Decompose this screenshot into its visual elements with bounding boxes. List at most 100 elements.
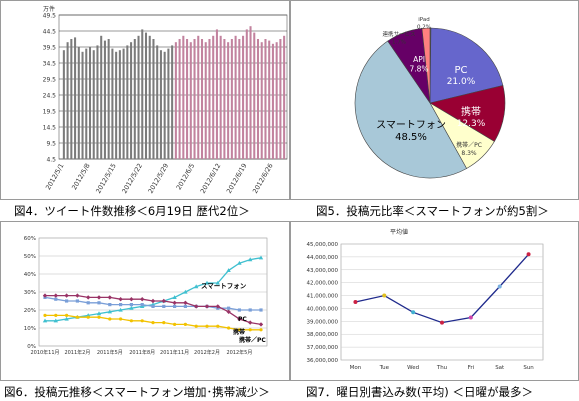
x-tick-label: Tue bbox=[379, 365, 390, 371]
bar bbox=[62, 50, 65, 160]
data-point bbox=[237, 316, 242, 322]
bar bbox=[163, 51, 166, 159]
slice-label: 携帯 bbox=[461, 105, 481, 118]
slice-value: 1.7% bbox=[392, 40, 406, 46]
fig6-chart: 0% 10% 20% 30% 40% 50% 60% 2010年11月 2011年2月 2011年… bbox=[24, 236, 268, 356]
y-tick-label: 10% bbox=[24, 326, 36, 332]
data-point bbox=[248, 328, 252, 332]
y-tick-label: 14.5 bbox=[43, 125, 57, 132]
y-tick-label: 45,000,000 bbox=[307, 242, 339, 248]
caption-fig7: 図7．曜日別書込み数(平均) ＜日曜が最多＞ bbox=[306, 385, 533, 399]
bar bbox=[115, 51, 118, 159]
y-tick-label: 40,000,000 bbox=[307, 306, 339, 312]
data-point bbox=[129, 303, 133, 307]
bar bbox=[186, 39, 189, 159]
bar bbox=[118, 50, 121, 160]
x-tick-label: 2011年2月 bbox=[64, 349, 90, 356]
bar bbox=[275, 42, 278, 160]
data-point bbox=[75, 293, 80, 298]
data-point bbox=[440, 320, 444, 325]
bar bbox=[204, 42, 207, 160]
data-point bbox=[119, 317, 123, 321]
data-point bbox=[107, 295, 112, 300]
data-point bbox=[64, 316, 69, 321]
fig7-chart: 平均値 45,000,000 44,000,000 43,000,000 42,000,… bbox=[307, 228, 544, 371]
bar bbox=[70, 39, 73, 159]
bar bbox=[74, 37, 77, 159]
bar bbox=[137, 35, 140, 159]
y-tick-label: 60% bbox=[24, 236, 36, 242]
bar bbox=[126, 45, 129, 159]
data-point bbox=[119, 303, 123, 307]
data-point bbox=[162, 304, 166, 308]
bar bbox=[122, 48, 125, 159]
data-point bbox=[172, 295, 177, 299]
y-tick-label: 24.5 bbox=[43, 93, 57, 100]
y-tick-label: 34.5 bbox=[43, 61, 57, 68]
data-point bbox=[53, 293, 58, 298]
bar bbox=[107, 39, 110, 159]
x-tick-label: 2011年8月 bbox=[129, 349, 155, 356]
x-tick-label: Sat bbox=[495, 365, 505, 371]
data-point bbox=[353, 300, 358, 304]
data-point bbox=[65, 299, 69, 303]
data-point bbox=[140, 297, 145, 302]
pie-slice bbox=[354, 40, 468, 179]
panel-fig6: 0% 10% 20% 30% 40% 50% 60% 2010年11月 2011年2月 2011年… bbox=[0, 221, 290, 381]
data-point bbox=[248, 308, 252, 312]
pie-slice bbox=[429, 27, 504, 104]
y-tick-label: 9.5 bbox=[46, 141, 56, 148]
caption-fig4: 図4．ツイート件数推移＜6月19日 歴代2位＞ bbox=[14, 204, 250, 218]
data-point bbox=[54, 313, 58, 317]
x-tick-label: 2012/5/29 bbox=[147, 162, 171, 195]
bar bbox=[88, 47, 92, 159]
y-tick-label: 41,000,000 bbox=[307, 294, 339, 300]
bar bbox=[167, 48, 170, 159]
slice-value: 48.5% bbox=[395, 132, 427, 143]
x-tick-label: 2012/5/22 bbox=[120, 162, 144, 195]
caption-fig5: 図5．投稿元比率＜スマートフォンが約5割＞ bbox=[316, 204, 549, 218]
slice-label: PC bbox=[454, 65, 467, 76]
data-point bbox=[215, 280, 220, 285]
bar bbox=[223, 39, 226, 159]
data-point bbox=[86, 295, 91, 300]
data-point bbox=[86, 315, 90, 319]
data-point bbox=[97, 301, 101, 305]
slice-label: 携帯／PC bbox=[456, 141, 482, 149]
series-label: 携帯 bbox=[233, 328, 245, 336]
data-point bbox=[183, 289, 188, 294]
pie-slice bbox=[429, 85, 506, 142]
slice-label: API bbox=[413, 55, 425, 64]
bar bbox=[100, 35, 103, 159]
bar bbox=[197, 35, 200, 159]
data-point bbox=[259, 328, 263, 332]
bar bbox=[178, 39, 181, 159]
series-label: スマートフォン bbox=[201, 282, 247, 290]
bar bbox=[249, 26, 252, 160]
bar bbox=[66, 42, 69, 160]
bar bbox=[156, 45, 159, 159]
data-point bbox=[205, 324, 209, 328]
data-point bbox=[86, 301, 90, 305]
bar bbox=[133, 39, 136, 159]
data-point bbox=[64, 293, 69, 298]
x-tick-label: 2012/6/12 bbox=[199, 162, 223, 195]
plot-area bbox=[340, 243, 544, 361]
x-tick-label: Thu bbox=[436, 365, 447, 371]
data-point bbox=[172, 300, 177, 305]
data-point bbox=[42, 318, 48, 323]
x-tick-label: Fri bbox=[468, 365, 475, 371]
bar bbox=[268, 40, 271, 159]
data-point bbox=[161, 298, 166, 304]
data-point bbox=[96, 295, 102, 300]
data-point bbox=[183, 322, 187, 326]
data-point bbox=[183, 300, 188, 305]
data-point bbox=[75, 315, 79, 319]
data-point bbox=[129, 297, 134, 302]
data-point bbox=[86, 313, 91, 317]
data-point bbox=[53, 318, 58, 323]
bar bbox=[85, 48, 88, 159]
fig4-chart: 49.5 44.5 39.5 34.5 29.5 24.5 19.5 14.5 9.5 4.5 万件… bbox=[43, 5, 288, 195]
slice-value: 12.3% bbox=[457, 119, 486, 129]
bar bbox=[159, 50, 162, 160]
